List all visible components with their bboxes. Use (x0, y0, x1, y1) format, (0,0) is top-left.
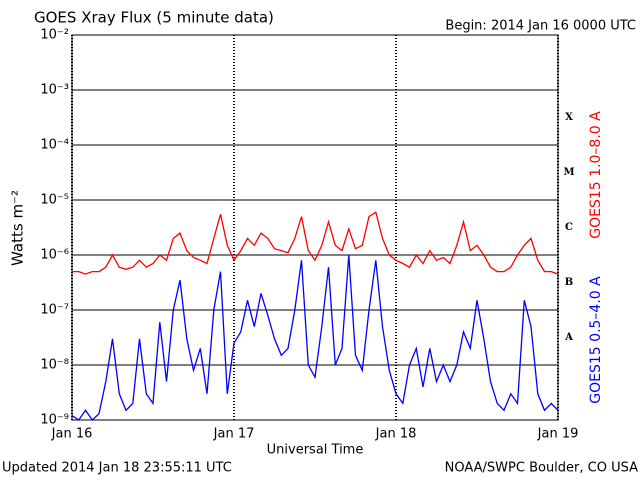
footer-right: NOAA/SWPC Boulder, CO USA (445, 461, 638, 476)
y-tick-label: 10⁻⁴ (40, 138, 69, 153)
y-tick-label: 10⁻⁸ (40, 358, 69, 373)
footer-left: Updated 2014 Jan 18 23:55:11 UTC (2, 461, 232, 476)
series-line (71, 254, 559, 421)
y-tick-label: 10⁻⁹ (40, 413, 69, 428)
y-tick-label: 10⁻² (40, 28, 69, 43)
flare-class-label: A (564, 332, 573, 343)
flare-class-label: X (565, 112, 573, 123)
legend-label: GOES15 1.0–8.0 A (588, 111, 604, 239)
y-tick-label: 10⁻³ (40, 83, 69, 98)
plot-frame (71, 34, 559, 421)
y-tick-label: 10⁻⁵ (40, 193, 69, 208)
y-tick-label: 10⁻⁷ (40, 303, 69, 318)
x-tick-label: Jan 17 (213, 427, 255, 442)
flare-class-label: M (563, 167, 574, 178)
flare-class-label: C (565, 222, 573, 233)
x-tick-label: Jan 16 (51, 427, 93, 442)
chart-title: GOES Xray Flux (5 minute data) (34, 9, 274, 27)
flare-class-label: B (565, 277, 573, 288)
y-tick-label: 10⁻⁶ (40, 248, 69, 263)
x-tick-label: Jan 18 (375, 427, 417, 442)
subtitle: Begin: 2014 Jan 16 0000 UTC (445, 19, 636, 34)
legend-label: GOES15 0.5–4.0 A (588, 276, 604, 404)
x-tick-label: Jan 19 (537, 427, 579, 442)
series-line (72, 211, 559, 275)
y-axis-label: Watts m⁻² (9, 190, 27, 266)
x-axis-label: Universal Time (267, 443, 364, 458)
